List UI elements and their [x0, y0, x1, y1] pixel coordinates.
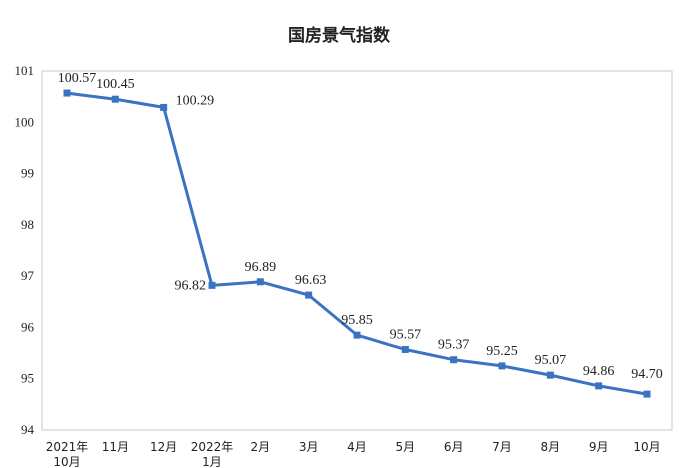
x-axis: 2021年 10月 11月 12月 2022年 1月 2月 3月 4月 5月 6月 7月 8月 9月 10月	[46, 440, 661, 468]
data-point	[643, 390, 651, 398]
data-label: 94.86	[583, 364, 615, 379]
x-tick-label: 3月	[299, 440, 319, 454]
data-point	[401, 345, 409, 353]
x-tick-label: 2021年 10月	[46, 440, 89, 468]
data-label: 94.70	[631, 367, 663, 382]
data-point	[353, 331, 361, 339]
y-tick-label: 96	[21, 319, 35, 334]
data-point	[450, 356, 458, 364]
series-line	[66, 91, 648, 396]
data-label: 95.85	[341, 313, 373, 328]
y-tick-label: 98	[21, 217, 34, 232]
y-tick-label: 94	[21, 422, 35, 437]
x-tick-label: 5月	[396, 440, 416, 454]
x-tick-label: 10月	[633, 440, 660, 454]
x-tick-label: 8月	[541, 440, 561, 454]
data-label: 100.29	[176, 93, 215, 108]
data-point	[256, 278, 264, 286]
y-axis: 94 95 96 97 98 99 100 101	[15, 63, 35, 437]
x-tick-label: 4月	[347, 440, 367, 454]
x-tick-label: 6月	[444, 440, 464, 454]
data-label: 95.07	[535, 353, 567, 368]
data-point	[595, 382, 603, 390]
x-tick-label: 2022年 1月	[191, 440, 234, 468]
data-labels: 100.57 100.45 100.29 96.82 96.89 96.63 95.85 95…	[58, 71, 663, 382]
data-point	[208, 281, 216, 289]
y-tick-label: 97	[21, 268, 35, 283]
y-tick-label: 95	[21, 371, 34, 386]
data-point	[111, 95, 119, 103]
data-label: 95.37	[438, 338, 470, 353]
data-point	[63, 89, 71, 97]
data-point	[305, 291, 313, 299]
data-label: 100.45	[96, 77, 135, 92]
x-tick-label: 12月	[150, 440, 177, 454]
plot-frame	[41, 70, 673, 431]
y-tick-label: 101	[15, 63, 35, 78]
data-label: 95.25	[486, 344, 518, 359]
data-label: 96.63	[295, 273, 327, 288]
data-point	[498, 362, 506, 370]
data-point	[546, 371, 554, 379]
x-tick-label: 9月	[589, 440, 609, 454]
data-label: 96.82	[175, 278, 207, 293]
chart-title: 国房景气指数	[288, 25, 391, 46]
data-points	[63, 89, 651, 398]
data-label: 100.57	[58, 71, 97, 86]
x-tick-label: 11月	[102, 440, 129, 454]
data-point	[160, 103, 168, 111]
data-label: 96.89	[245, 260, 277, 275]
y-tick-label: 99	[21, 166, 34, 181]
x-tick-label: 7月	[492, 440, 512, 454]
data-label: 95.57	[390, 327, 422, 342]
y-tick-label: 100	[15, 114, 35, 129]
x-tick-label: 2月	[251, 440, 271, 454]
